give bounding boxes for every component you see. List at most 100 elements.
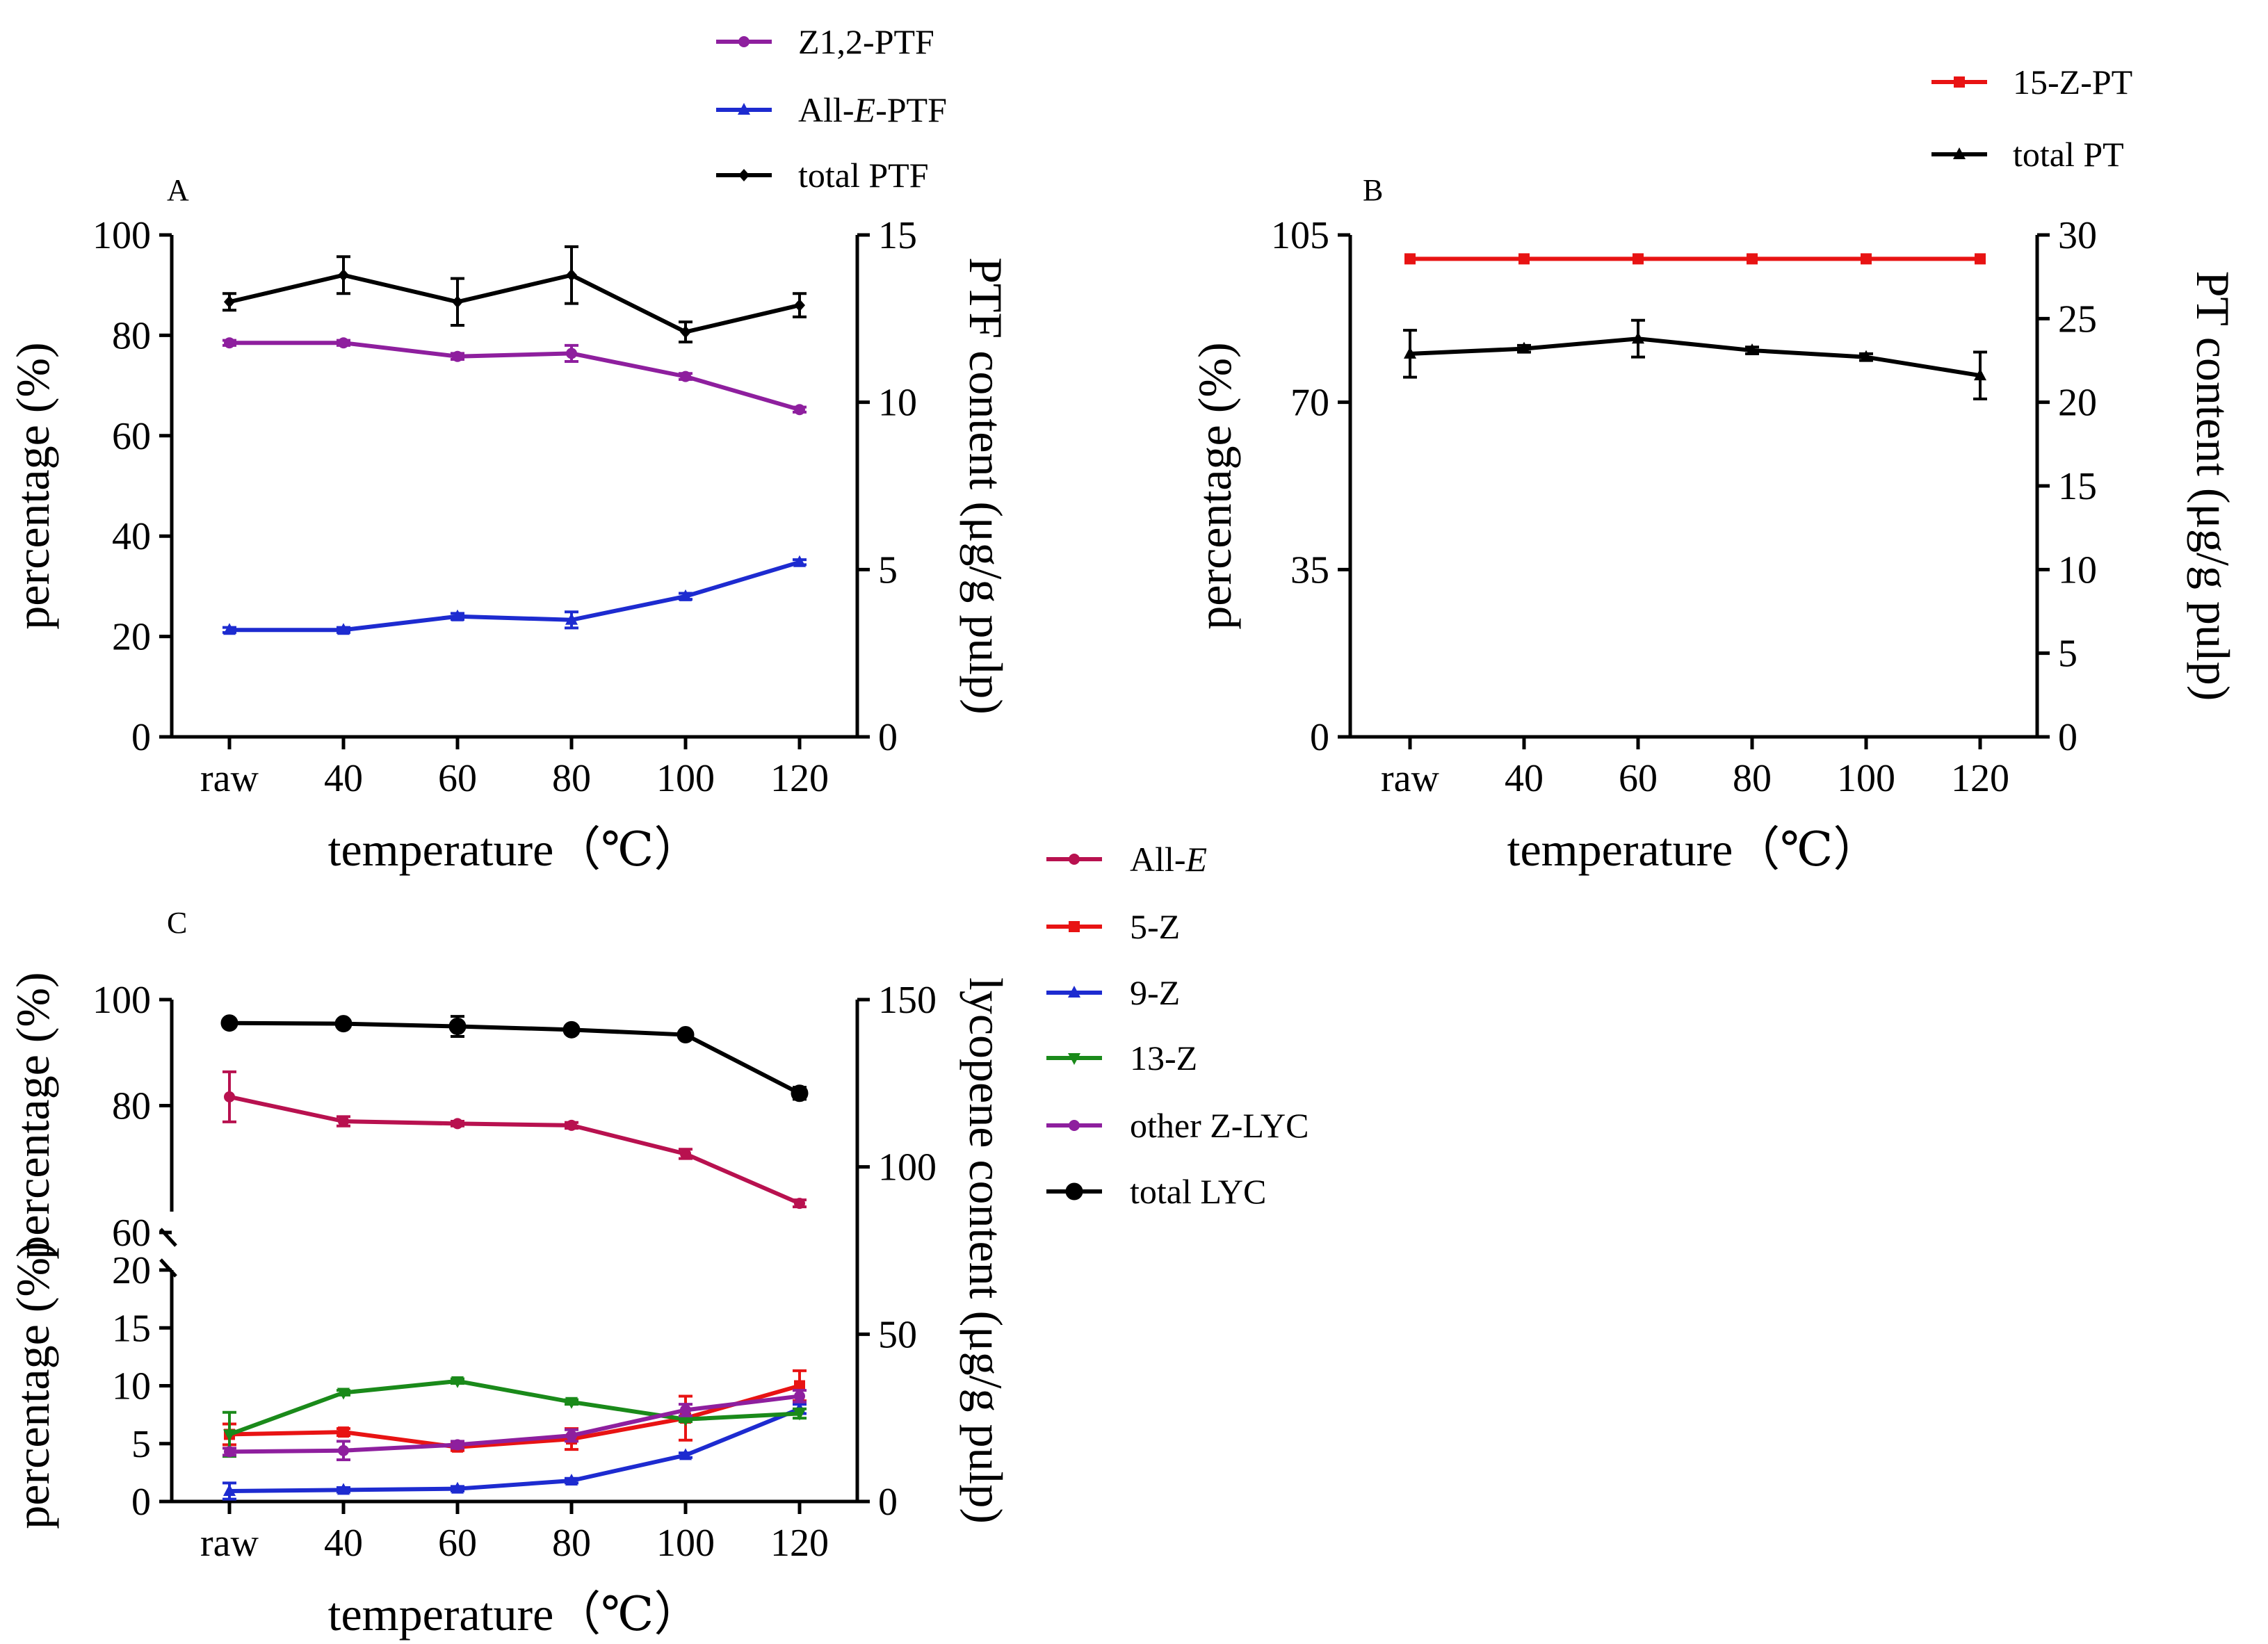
data-point [679,1414,692,1426]
left-y-tick-label: 20 [112,1249,151,1292]
data-point [1518,253,1530,265]
legend-label: 5-Z [1130,907,1180,946]
left-y-tick-label: 80 [112,314,151,357]
series-line [229,1383,800,1449]
x-tick-label: 100 [656,1522,715,1565]
x-tick-label: 40 [1505,757,1544,800]
y2-axis-title: PT content (μg/g pulp) [2187,271,2239,701]
legend: Z1,2-PTF All-E-PTF total PTF [716,22,947,195]
data-point [338,1426,349,1438]
x-axis-title: temperature（℃） [328,823,702,876]
series-13-z [222,1376,807,1458]
legend-marker [1068,986,1080,998]
x-tick-label: raw [200,1522,259,1565]
series-total-ptf [222,245,807,344]
data-point [680,1404,691,1416]
x-axis-title: temperature（℃） [328,1588,702,1641]
data-point [1975,253,1986,265]
data-point [223,1484,236,1497]
left-y-tick-label: 0 [131,716,151,759]
data-point [566,348,577,359]
left-y-tick-label: 105 [1271,214,1329,257]
right-y-tick-label: 10 [878,382,917,425]
data-point [566,1119,577,1131]
data-point [338,1116,349,1128]
legend-marker [738,169,750,181]
series-line [1409,336,1981,378]
data-point [1633,253,1644,265]
left-y-tick-label: 100 [92,979,151,1022]
y-axis-title: percentage (%) [1188,342,1241,629]
left-y-tick-label: 70 [1290,382,1329,425]
x-tick-label: 60 [438,1522,477,1565]
right-y-tick-label: 20 [2058,382,2097,425]
data-point [223,623,236,635]
left-y-tick-label: 80 [112,1085,151,1128]
legend-marker [738,36,750,47]
y2-axis-title: lycopene content (μg/g pulp) [959,977,1012,1524]
data-point [794,1380,805,1392]
data-point [562,1020,581,1039]
data-point [224,295,235,309]
data-point [677,1026,695,1044]
left-y-tick-label: 0 [131,1481,151,1524]
right-y-tick-label: 0 [2058,716,2077,759]
data-point [223,1429,236,1442]
legend: All-E 5-Z 9-Z 13-Z other Z-LYC total LYC [1046,840,1309,1211]
left-y-tick-label: 20 [112,616,151,659]
data-point [1861,253,1872,265]
y-axis-title: percentage (%) [6,342,59,629]
x-tick-label: raw [200,757,259,800]
x-tick-label: 60 [438,757,477,800]
x-tick-label: 100 [1837,757,1895,800]
x-tick-label: raw [1381,757,1440,800]
x-tick-label: 120 [770,757,829,800]
data-point [224,337,235,349]
panel-label: B [1363,173,1383,207]
data-point [1518,341,1530,354]
data-point [452,1118,463,1130]
series-line [229,1020,801,1096]
x-tick-label: 80 [552,1522,591,1565]
right-y-tick-label: 15 [2058,465,2097,508]
right-y-tick-label: 50 [878,1313,917,1356]
left-y-tick-label: 60 [112,1212,151,1255]
legend-marker [1069,854,1080,865]
series-line [229,560,800,633]
x-tick-label: 40 [324,1522,363,1565]
legend-label: total PTF [798,156,929,195]
data-point [451,1376,464,1388]
series-line [229,1094,801,1205]
data-point [793,1408,806,1421]
data-point [680,1148,691,1159]
data-point [338,268,349,282]
right-y-tick-label: 25 [2058,298,2097,341]
x-tick-label: 60 [1619,757,1658,800]
data-point [337,1483,350,1495]
right-y-tick-label: 30 [2058,214,2097,257]
data-point [338,337,349,349]
data-point [794,404,805,416]
series-all-e [222,1070,807,1210]
left-y-tick-label: 0 [1310,716,1329,759]
series-z1-2-ptf [222,337,807,416]
right-y-tick-label: 10 [2058,548,2097,592]
data-point [451,1481,464,1494]
y-axis-title-upper: percentage (%) [6,972,59,1259]
data-point [1747,253,1758,265]
panel-label: A [167,173,189,207]
series-15-z-pt [1404,253,1986,265]
legend-marker [1953,147,1966,159]
data-point [452,1439,463,1451]
left-y-tick-label: 10 [112,1365,151,1408]
data-point [794,1198,805,1210]
left-y-tick-label: 15 [112,1307,151,1350]
legend-label: All-E [1130,840,1207,879]
data-point [1860,350,1872,362]
data-point [566,1430,577,1442]
series-line [229,272,800,334]
left-y-tick-label: 60 [112,415,151,458]
axis-break [159,1228,177,1247]
legend-label: Z1,2-PTF [798,22,934,61]
series-all-e-ptf [222,555,807,635]
